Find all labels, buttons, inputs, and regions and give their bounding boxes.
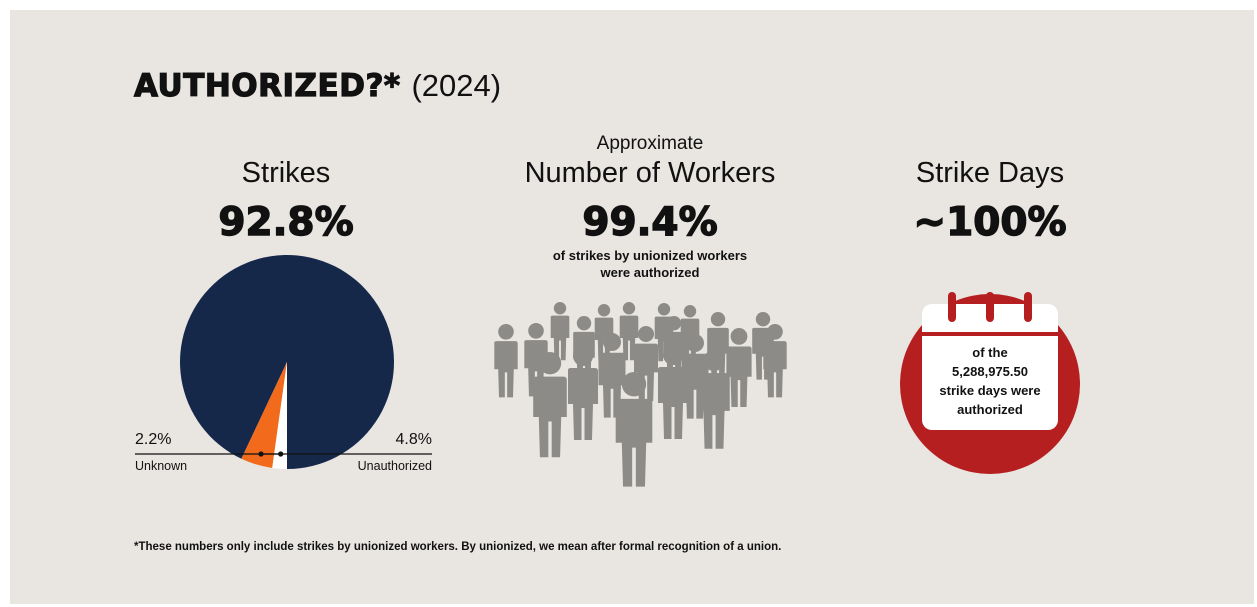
title-year: (2024) — [411, 68, 502, 103]
strikes-label: Strikes — [241, 157, 331, 189]
calendar-icon — [900, 292, 1080, 474]
workers-stat: 99.4% — [582, 200, 719, 245]
calendar-ring-1 — [948, 292, 956, 322]
calendar-text-line3: strike days were — [939, 383, 1041, 398]
page-title: AUTHORIZED?* (2024) — [133, 66, 502, 106]
unauthorized-label: Unauthorized — [357, 459, 432, 473]
calendar-text-line4: authorized — [957, 402, 1023, 417]
unauthorized-callout: 4.8% — [340, 431, 432, 449]
workers-label: Number of Workers — [524, 157, 776, 189]
workers-prefix: Approximate — [596, 133, 704, 154]
unknown-pct: 2.2% — [135, 431, 172, 448]
strike-days-stat: ~100% — [913, 200, 1068, 245]
calendar-ring-2 — [986, 292, 994, 322]
strike-days-label: Strike Days — [915, 157, 1065, 189]
calendar-header-line — [922, 332, 1058, 336]
calendar-text: of the 5,288,975.50 strike days were aut… — [922, 343, 1058, 419]
unknown-callout: 2.2% — [135, 431, 171, 449]
calendar-text-line2: 5,288,975.50 — [952, 364, 1028, 379]
unknown-label: Unknown — [135, 459, 188, 473]
unknown-label-wrap: Unknown — [135, 459, 187, 473]
unauthorized-label-wrap: Unauthorized — [330, 459, 432, 473]
strikes-stat: 92.8% — [218, 200, 355, 245]
workers-caption-line2: were authorized — [600, 265, 700, 280]
workers-caption: of strikes by unionized workers were aut… — [500, 247, 800, 281]
unauthorized-pct: 4.8% — [395, 431, 432, 448]
footnote: *These numbers only include strikes by u… — [134, 541, 782, 553]
calendar-ring-3 — [1024, 292, 1032, 322]
workers-caption-line1: of strikes by unionized workers — [552, 248, 748, 263]
calendar-text-line1: of the — [972, 345, 1008, 360]
title-main: AUTHORIZED?* — [133, 67, 401, 104]
